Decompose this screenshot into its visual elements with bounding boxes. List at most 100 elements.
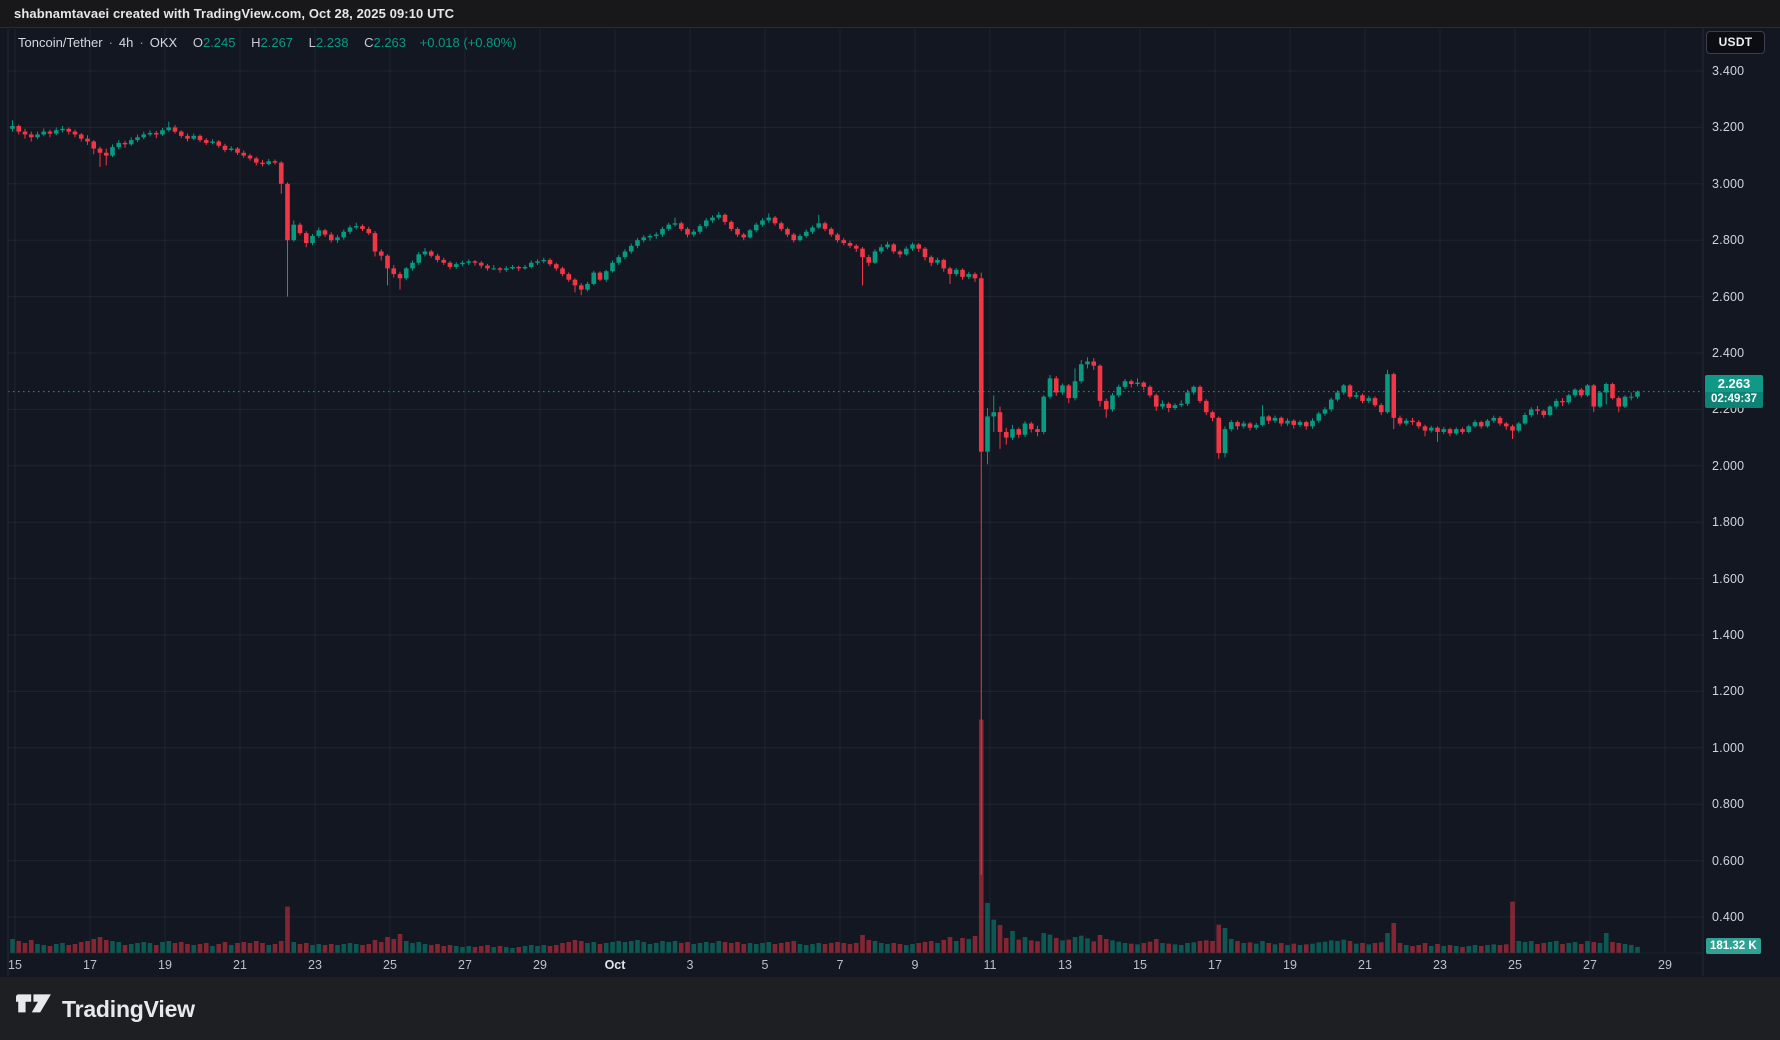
volume-bar: [1253, 943, 1259, 953]
candlestick-chart[interactable]: [0, 28, 1780, 977]
candle-body: [1372, 398, 1378, 406]
candle-body: [378, 251, 384, 256]
exchange-label: OKX: [149, 35, 178, 50]
volume-bar: [241, 942, 247, 953]
tradingview-logo-text: TradingView: [62, 995, 195, 1022]
candle-body: [1435, 427, 1440, 432]
candle-body: [397, 274, 403, 279]
candle-body: [266, 161, 272, 165]
volume-bar: [478, 946, 484, 953]
volume-bar: [1497, 945, 1503, 953]
candle-body: [172, 127, 178, 132]
volume-bar: [1360, 943, 1365, 953]
candle-body: [1491, 417, 1497, 421]
candle-body: [1278, 417, 1284, 424]
candle-body: [1516, 423, 1522, 431]
candle-body: [35, 134, 40, 138]
volume-bar: [103, 940, 109, 953]
candle-body: [1560, 400, 1565, 403]
candle-body: [578, 285, 584, 290]
candle-body: [641, 237, 647, 241]
volume-bar: [953, 941, 959, 953]
volume-bar: [1078, 935, 1084, 953]
candle-body: [1128, 381, 1134, 385]
candle-body: [441, 259, 447, 263]
time-tick-label: 17: [83, 958, 97, 972]
candle-body: [1103, 400, 1109, 410]
candle-body: [985, 416, 990, 452]
chart-area[interactable]: Toncoin/Tether · 4h · OKX O2.245 H2.267 L2.2…: [0, 28, 1780, 977]
volume-bar: [816, 943, 822, 953]
chart-background: [0, 28, 1780, 977]
candle-body: [185, 135, 190, 139]
candle-body: [1310, 420, 1315, 427]
time-tick-label: 15: [1133, 958, 1147, 972]
tradingview-logo[interactable]: TradingView: [16, 993, 195, 1025]
candle-body: [1397, 417, 1403, 424]
volume-bar: [678, 943, 684, 953]
volume-bar: [928, 941, 934, 953]
candle-body: [472, 261, 478, 263]
legend-separator: ·: [108, 35, 113, 50]
candle-body: [1160, 403, 1165, 407]
candle-body: [391, 268, 397, 275]
low-label: L: [308, 35, 316, 50]
volume-bar: [716, 941, 722, 953]
candle-body: [272, 161, 278, 163]
candle-body: [435, 255, 440, 260]
candle-body: [466, 261, 472, 263]
volume-bar: [435, 944, 440, 953]
volume-bar: [1341, 939, 1347, 953]
price-tick-label: 1.800: [1712, 515, 1745, 530]
volume-bar: [72, 944, 78, 953]
candle-body: [710, 217, 715, 221]
candle-body: [1385, 374, 1390, 413]
candle-body: [178, 131, 184, 136]
volume-bar: [697, 943, 703, 953]
volume-bar: [1060, 940, 1065, 953]
volume-bar: [1428, 946, 1434, 953]
currency-toggle-button[interactable]: USDT: [1706, 31, 1765, 54]
candle-body: [1447, 429, 1453, 434]
volume-bar: [1478, 946, 1484, 953]
volume-bar: [753, 944, 759, 953]
candle-body: [1010, 429, 1015, 438]
volume-bar: [866, 940, 872, 953]
volume-bar: [766, 942, 772, 953]
candle-body: [678, 223, 684, 229]
volume-bar: [428, 945, 434, 953]
volume-bar: [822, 944, 828, 953]
low-value: 2.238: [315, 35, 349, 50]
candle-body: [1622, 396, 1628, 407]
candle-body: [1297, 422, 1303, 425]
candle-body: [1472, 422, 1478, 427]
candle-body: [1635, 391, 1640, 397]
candle-body: [1003, 431, 1009, 438]
candle-body: [1241, 423, 1247, 427]
volume-bar: [416, 942, 422, 953]
candle-body: [1497, 417, 1503, 424]
volume-bar: [1485, 945, 1490, 953]
volume-bar: [1097, 935, 1103, 953]
candle-body: [1116, 386, 1122, 396]
candle-body: [585, 283, 590, 290]
time-scale[interactable]: 15 17 19 21 23 25 27 29 Oct 3 5 7 9 11 13 15 17 19 21 23 25 2…: [0, 28, 1703, 977]
volume-bar: [910, 944, 915, 953]
volume-bar: [1291, 943, 1297, 953]
volume-bar: [1447, 945, 1453, 953]
candle-body: [60, 128, 65, 131]
volume-bar: [147, 943, 153, 953]
volume-bar: [622, 942, 628, 953]
candle-body: [1172, 405, 1178, 408]
candle-body: [28, 134, 34, 138]
volume-bar: [278, 941, 284, 953]
volume-bar: [1347, 941, 1353, 953]
candle-body: [1510, 426, 1515, 431]
volume-bar: [141, 942, 147, 953]
candle-body: [16, 125, 22, 132]
candle-body: [810, 227, 815, 232]
volume-bar: [366, 944, 372, 953]
volume-bar: [803, 945, 809, 953]
candle-body: [947, 268, 953, 275]
price-scale[interactable]: 3.400 3.200 3.000 2.800 2.600 2.400 2.200 2.000…: [1703, 28, 1780, 977]
